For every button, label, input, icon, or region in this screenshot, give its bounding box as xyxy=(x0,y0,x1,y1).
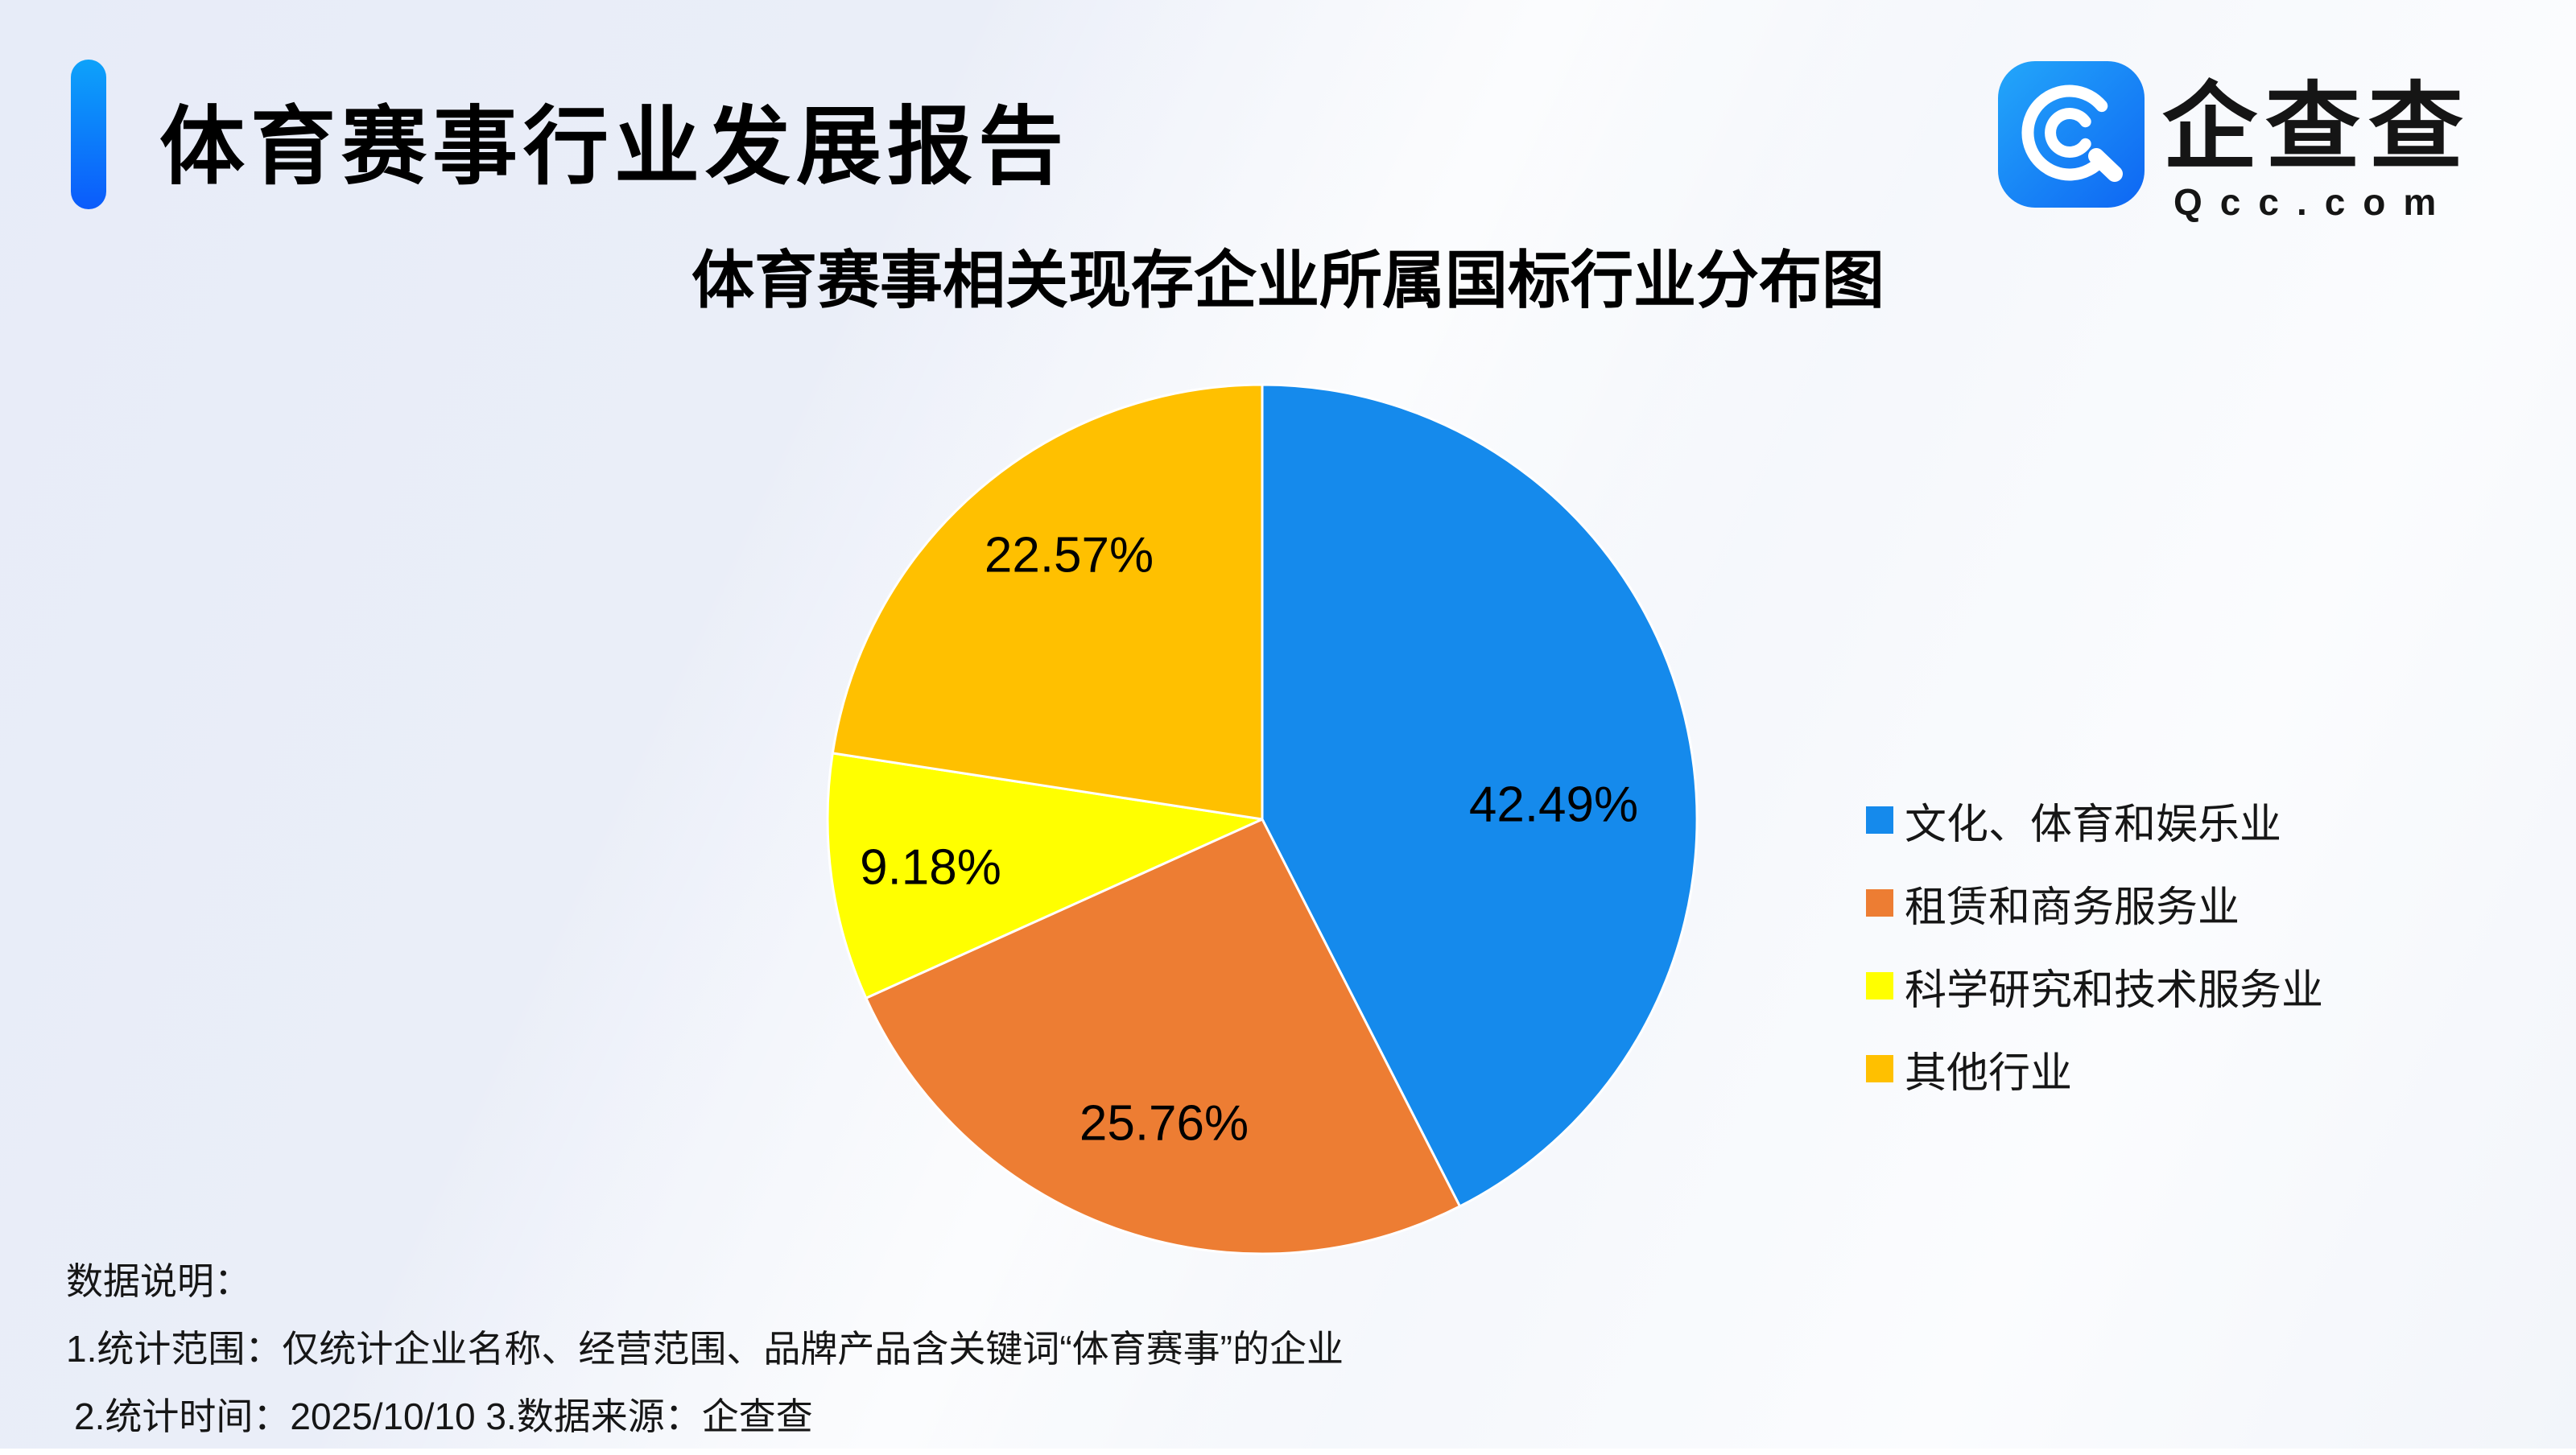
legend-item-culture-sports: 文化、体育和娱乐业 xyxy=(1866,798,2323,848)
chart-title: 体育赛事相关现存企业所属国标行业分布图 xyxy=(691,245,1885,315)
pie-label-culture-sports: 42.49% xyxy=(1468,777,1639,833)
pie-label-other: 22.57% xyxy=(984,527,1154,583)
legend-swatch-yellow xyxy=(1866,972,1893,1000)
qcc-logo-icon xyxy=(1998,61,2145,208)
data-notes: 数据说明： 1.统计范围：仅统计企业名称、经营范围、品牌产品含关键词“体育赛事”… xyxy=(66,1252,1344,1455)
pie-slice-leasing-business xyxy=(865,818,1461,1255)
qcc-brand-text: 企查查 xyxy=(2162,75,2472,181)
legend-label: 科学研究和技术服务业 xyxy=(1905,967,2324,1014)
pie-label-science-tech: 9.18% xyxy=(860,839,1001,896)
legend-label: 租赁和商务服务业 xyxy=(1905,884,2240,931)
page-title: 体育赛事行业发展报告 xyxy=(159,100,1069,195)
notes-heading: 数据说明： xyxy=(66,1260,251,1302)
legend-item-science-tech: 科学研究和技术服务业 xyxy=(1866,963,2323,1014)
legend-swatch-orange xyxy=(1866,889,1893,917)
notes-time-source: 2.统计时间：2025/10/10 3.数据来源：企查查 xyxy=(74,1395,813,1437)
pie-label-leasing-business: 25.76% xyxy=(1079,1095,1249,1152)
legend-swatch-blue xyxy=(1866,806,1893,834)
legend-label: 文化、体育和娱乐业 xyxy=(1905,801,2282,848)
qcc-logo: 企查查 Qcc.com xyxy=(1998,61,2481,223)
pie-slice-other xyxy=(831,383,1264,821)
pie-slice-culture-sports xyxy=(1261,383,1699,1208)
legend-item-leasing-business: 租赁和商务服务业 xyxy=(1866,880,2323,931)
notes-scope: 1.统计范围：仅统计企业名称、经营范围、品牌产品含关键词“体育赛事”的企业 xyxy=(66,1328,1344,1370)
pie-svg xyxy=(826,383,1699,1255)
title-accent-bar xyxy=(71,60,106,209)
legend-swatch-amber xyxy=(1866,1055,1893,1082)
pie-slice-science-tech xyxy=(826,752,1264,1000)
qcc-domain-text: Qcc.com xyxy=(2174,181,2454,223)
chart-legend: 文化、体育和娱乐业 租赁和商务服务业 科学研究和技术服务业 其他行业 xyxy=(1866,798,2323,1129)
pie-chart xyxy=(795,352,1729,1286)
qcc-q-glyph xyxy=(2021,84,2123,182)
legend-item-other: 其他行业 xyxy=(1866,1046,2323,1097)
legend-label: 其他行业 xyxy=(1905,1049,2073,1097)
